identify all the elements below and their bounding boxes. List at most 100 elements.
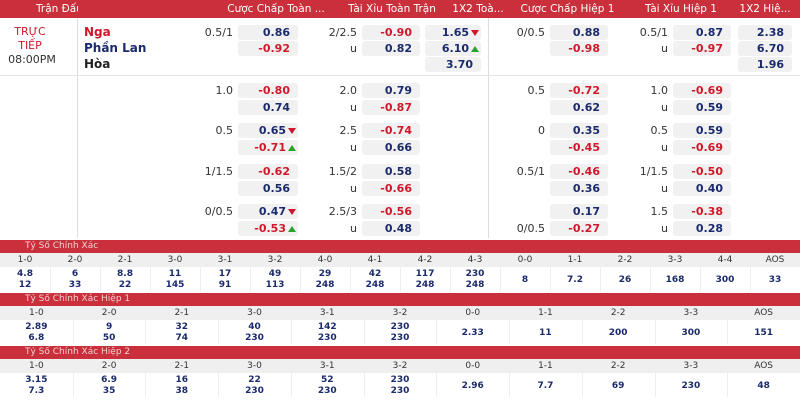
odds-cell[interactable]: -0.66 — [362, 180, 420, 196]
score-odds[interactable]: 6.9 — [101, 374, 118, 385]
score-odds[interactable]: 230 — [245, 385, 264, 396]
score-odds[interactable]: 91 — [218, 279, 232, 290]
odds-cell[interactable]: 0.35 — [550, 122, 608, 138]
score-odds[interactable]: 35 — [102, 385, 116, 396]
score-odds[interactable]: 2.96 — [461, 380, 484, 391]
score-odds[interactable]: 40 — [248, 321, 261, 332]
score-odds[interactable]: 33 — [68, 279, 82, 290]
odds-cell[interactable]: 0.28 — [673, 220, 731, 236]
odds-cell[interactable]: -0.87 — [362, 99, 420, 115]
score-odds[interactable]: 8 — [521, 274, 529, 285]
odds-cell[interactable]: 0.62 — [550, 99, 608, 115]
score-odds[interactable]: 2.89 — [25, 321, 48, 332]
score-odds[interactable]: 230 — [390, 374, 410, 385]
score-odds[interactable]: 145 — [165, 279, 185, 290]
score-odds[interactable]: 6 — [71, 268, 79, 279]
odds-cell[interactable]: 0.59 — [673, 99, 731, 115]
odds-cell[interactable]: 0.48 — [362, 220, 420, 236]
column-header[interactable]: 1X2 Toà... — [450, 0, 506, 18]
odds-cell[interactable]: 0.65 — [238, 122, 298, 138]
score-odds[interactable]: 29 — [318, 268, 332, 279]
score-odds[interactable]: 7.7 — [537, 380, 554, 391]
score-odds[interactable]: 230 — [681, 380, 701, 391]
score-odds[interactable]: 230 — [317, 332, 337, 343]
score-odds[interactable]: 16 — [175, 374, 189, 385]
section-title[interactable]: Tỷ Số Chính Xác — [0, 240, 800, 253]
score-odds[interactable]: 6.8 — [28, 332, 45, 343]
odds-cell[interactable]: 2.38 — [738, 24, 792, 40]
score-odds[interactable]: 2.33 — [461, 327, 484, 338]
odds-cell[interactable]: -0.45 — [550, 139, 608, 155]
odds-cell[interactable]: -0.56 — [362, 203, 420, 219]
score-odds[interactable]: 32 — [175, 321, 189, 332]
odds-cell[interactable]: -0.38 — [673, 203, 731, 219]
team-name[interactable]: Hòa — [84, 57, 111, 71]
score-odds[interactable]: 230 — [465, 268, 485, 279]
score-odds[interactable]: 22 — [248, 374, 261, 385]
score-odds[interactable]: 300 — [715, 274, 735, 285]
odds-cell[interactable]: 1.96 — [738, 56, 792, 72]
score-odds[interactable]: 117 — [415, 268, 435, 279]
column-header[interactable]: 1X2 Hiệ... — [735, 0, 795, 18]
odds-cell[interactable]: -0.90 — [362, 24, 420, 40]
section-title[interactable]: Tỷ Số Chính Xác Hiệp 2 — [0, 346, 800, 359]
column-header[interactable]: Cược Chấp Hiệp 1 — [510, 0, 625, 18]
odds-cell[interactable]: 0.79 — [362, 82, 420, 98]
odds-cell[interactable]: 1.65 — [425, 24, 481, 40]
odds-cell[interactable]: 0.66 — [362, 139, 420, 155]
odds-cell[interactable]: -0.80 — [238, 82, 298, 98]
score-odds[interactable]: 230 — [390, 332, 410, 343]
score-odds[interactable]: 22 — [118, 279, 132, 290]
odds-cell[interactable]: 0.58 — [362, 163, 420, 179]
score-odds[interactable]: 50 — [102, 332, 116, 343]
score-odds[interactable]: 248 — [365, 279, 385, 290]
odds-cell[interactable]: 0.56 — [238, 180, 298, 196]
score-odds[interactable]: 9 — [105, 321, 113, 332]
score-odds[interactable]: 230 — [317, 385, 337, 396]
score-odds[interactable]: 3.15 — [25, 374, 48, 385]
score-odds[interactable]: 248 — [465, 279, 485, 290]
odds-cell[interactable]: 0.17 — [550, 203, 608, 219]
odds-cell[interactable]: -0.74 — [362, 122, 420, 138]
odds-cell[interactable]: 0.86 — [238, 24, 298, 40]
team-name[interactable]: Phần Lan — [84, 41, 147, 55]
column-header[interactable]: Cược Chấp Toàn ... — [220, 0, 332, 18]
score-odds[interactable]: 48 — [757, 380, 770, 391]
score-odds[interactable]: 12 — [18, 279, 32, 290]
score-odds[interactable]: 49 — [268, 268, 282, 279]
column-header[interactable]: Tài Xỉu Hiệp 1 — [630, 0, 732, 18]
odds-cell[interactable]: -0.53 — [238, 220, 298, 236]
score-odds[interactable]: 42 — [368, 268, 382, 279]
score-odds[interactable]: 168 — [665, 274, 685, 285]
odds-cell[interactable]: 0.88 — [550, 24, 608, 40]
odds-cell[interactable]: 6.70 — [738, 40, 792, 56]
odds-cell[interactable]: -0.98 — [550, 40, 608, 56]
odds-cell[interactable]: 0.87 — [673, 24, 731, 40]
score-odds[interactable]: 300 — [681, 327, 701, 338]
column-header[interactable]: Tài Xỉu Toàn Trận — [338, 0, 446, 18]
score-odds[interactable]: 26 — [618, 274, 632, 285]
score-odds[interactable]: 74 — [175, 332, 189, 343]
odds-cell[interactable]: -0.62 — [238, 163, 298, 179]
score-odds[interactable]: 113 — [265, 279, 285, 290]
odds-cell[interactable]: -0.69 — [673, 139, 731, 155]
score-odds[interactable]: 7.2 — [567, 274, 583, 285]
score-odds[interactable]: 7.3 — [28, 385, 45, 396]
odds-cell[interactable]: 0.74 — [238, 99, 298, 115]
score-odds[interactable]: 33 — [768, 274, 782, 285]
odds-cell[interactable]: 0.40 — [673, 180, 731, 196]
odds-cell[interactable]: 6.10 — [425, 40, 481, 56]
score-odds[interactable]: 248 — [315, 279, 335, 290]
score-odds[interactable]: 52 — [321, 374, 334, 385]
odds-cell[interactable]: -0.27 — [550, 220, 608, 236]
score-odds[interactable]: 69 — [611, 380, 625, 391]
odds-cell[interactable]: -0.72 — [550, 82, 608, 98]
score-odds[interactable]: 230 — [390, 385, 410, 396]
odds-cell[interactable]: -0.46 — [550, 163, 608, 179]
column-header[interactable]: Trận Đấu — [8, 0, 78, 18]
score-odds[interactable]: 230 — [245, 332, 264, 343]
score-odds[interactable]: 17 — [218, 268, 232, 279]
score-odds[interactable]: 200 — [608, 327, 628, 338]
team-name[interactable]: Nga — [84, 25, 111, 39]
odds-cell[interactable]: 0.82 — [362, 40, 420, 56]
